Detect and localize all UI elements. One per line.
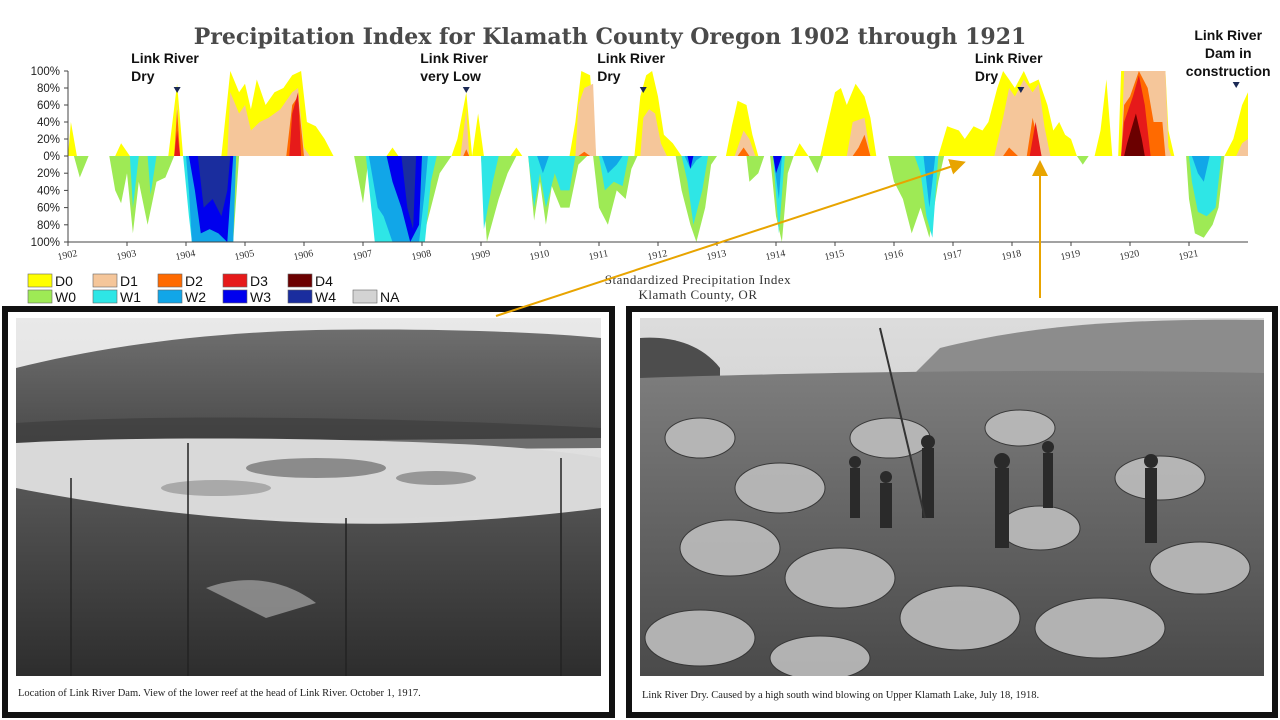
x-tick-label: 1905 [234,248,256,263]
area-w0 [68,156,1248,242]
x-tick-label: 1915 [824,248,846,263]
spi-chart: Precipitation Index for Klamath County O… [27,24,1271,305]
legend-label-w1: W1 [120,289,141,305]
legend-swatch-w2 [157,289,183,304]
legend-label-w2: W2 [185,289,206,305]
x-axis-label-line1: Standardized Precipitation Index [605,272,791,287]
area-w4 [68,156,1248,230]
x-tick-label: 1911 [588,248,609,263]
legend-label-w4: W4 [315,289,336,305]
legend-label-d2: D2 [185,273,203,289]
legend-swatch-w3 [222,289,248,304]
area-w2 [68,156,1248,242]
legend-swatch-w4 [287,289,313,304]
legend-swatch-d0 [27,273,53,288]
y-tick-label: 80% [37,83,60,95]
legend-label-d3: D3 [250,273,268,289]
legend-label-d0: D0 [55,273,73,289]
dry-areas [68,71,1248,156]
legend: D0 D1 D2 D3 D4 W0 W1 W2 W3 W4 NA [27,273,400,305]
photo-right-caption: Link River Dry. Caused by a high south w… [642,690,1040,701]
photo-river-dry [640,318,1264,682]
x-tick-label: 1907 [352,248,374,263]
x-tick-label: 1918 [1001,248,1023,263]
ann-1918-text: Link River [975,50,1043,66]
x-tick-label: 1906 [293,248,315,263]
ann-1908-text: very Low [420,68,481,84]
x-tick-label: 1920 [1119,248,1141,263]
y-tick-label: 100% [31,237,60,249]
y-tick-label: 40% [37,185,60,197]
legend-swatch-d2 [157,273,183,288]
x-tick-label: 1912 [647,248,669,263]
ann-1911-marker [639,87,647,93]
legend-swatch-d3 [222,273,248,288]
area-d0 [68,71,1248,156]
y-tick-label: 60% [37,203,60,215]
x-axis-ticks: 1902 1903 1904 1905 1906 1907 1908 1909 1910 1911… [57,242,1200,263]
x-tick-label: 1921 [1178,248,1200,263]
legend-swatch-w1 [92,289,118,304]
ann-1918-text: Dry [975,68,999,84]
ann-1911-text: Link River [597,50,665,66]
x-tick-label: 1902 [57,248,79,263]
legend-label-w3: W3 [250,289,271,305]
legend-label-d4: D4 [315,273,333,289]
wet-areas [68,156,1248,242]
photo-river-dry-image [640,318,1264,681]
photo-left-frame: Location of Link River Dam. View of the … [2,306,615,718]
x-tick-label: 1908 [411,248,433,263]
y-tick-label: 20% [37,134,60,146]
ann-1921-text: construction [1186,63,1271,79]
photo-lower-reef [16,318,601,682]
photo-left-caption: Location of Link River Dam. View of the … [18,688,421,699]
legend-swatch-d1 [92,273,118,288]
x-tick-label: 1910 [529,248,551,263]
ann-1921-text: Dam in [1205,45,1252,61]
chart-annotations: Link River Dry Link River very Low Link Rive… [131,27,1271,93]
ann-1911-text: Dry [597,68,621,84]
y-tick-label: 40% [37,117,60,129]
area-w1 [68,156,1248,242]
legend-label-d1: D1 [120,273,138,289]
ann-1903-text: Link River [131,50,199,66]
y-tick-label: 100% [31,66,60,78]
area-w3 [68,156,1248,242]
ann-1918-marker [1017,87,1025,93]
x-tick-label: 1916 [883,248,905,263]
y-tick-label: 0% [43,151,60,163]
photo-lower-reef-image [16,318,601,676]
area-d3 [68,75,1151,156]
x-tick-label: 1914 [765,248,787,263]
ann-1908-text: Link River [420,50,488,66]
y-tick-label: 20% [37,168,60,180]
x-tick-label: 1919 [1060,248,1082,263]
x-tick-label: 1917 [942,248,964,263]
legend-swatch-na [352,289,378,304]
legend-label-w0: W0 [55,289,76,305]
y-tick-label: 80% [37,220,60,232]
x-tick-label: 1904 [175,248,197,263]
ann-1921-text: Link River [1194,27,1262,43]
ann-1903-text: Dry [131,68,155,84]
chart-title: Precipitation Index for Klamath County O… [194,24,1027,50]
legend-label-na: NA [380,289,400,305]
x-tick-label: 1909 [470,248,492,263]
x-tick-label: 1913 [706,248,728,263]
ann-1921-marker [1232,82,1240,88]
ann-1908-marker [462,87,470,93]
x-tick-label: 1903 [116,248,138,263]
y-tick-label: 60% [37,100,60,112]
legend-swatch-w0 [27,289,53,304]
photo-right-frame: Link River Dry. Caused by a high south w… [626,306,1278,718]
x-axis-label-line2: Klamath County, OR [638,287,757,302]
ann-1903-marker [173,87,181,93]
legend-swatch-d4 [287,273,313,288]
y-axis-ticks: 100% 80% 60% 40% 20% 0% 20% 40% 60% 80% 100% [31,66,68,249]
